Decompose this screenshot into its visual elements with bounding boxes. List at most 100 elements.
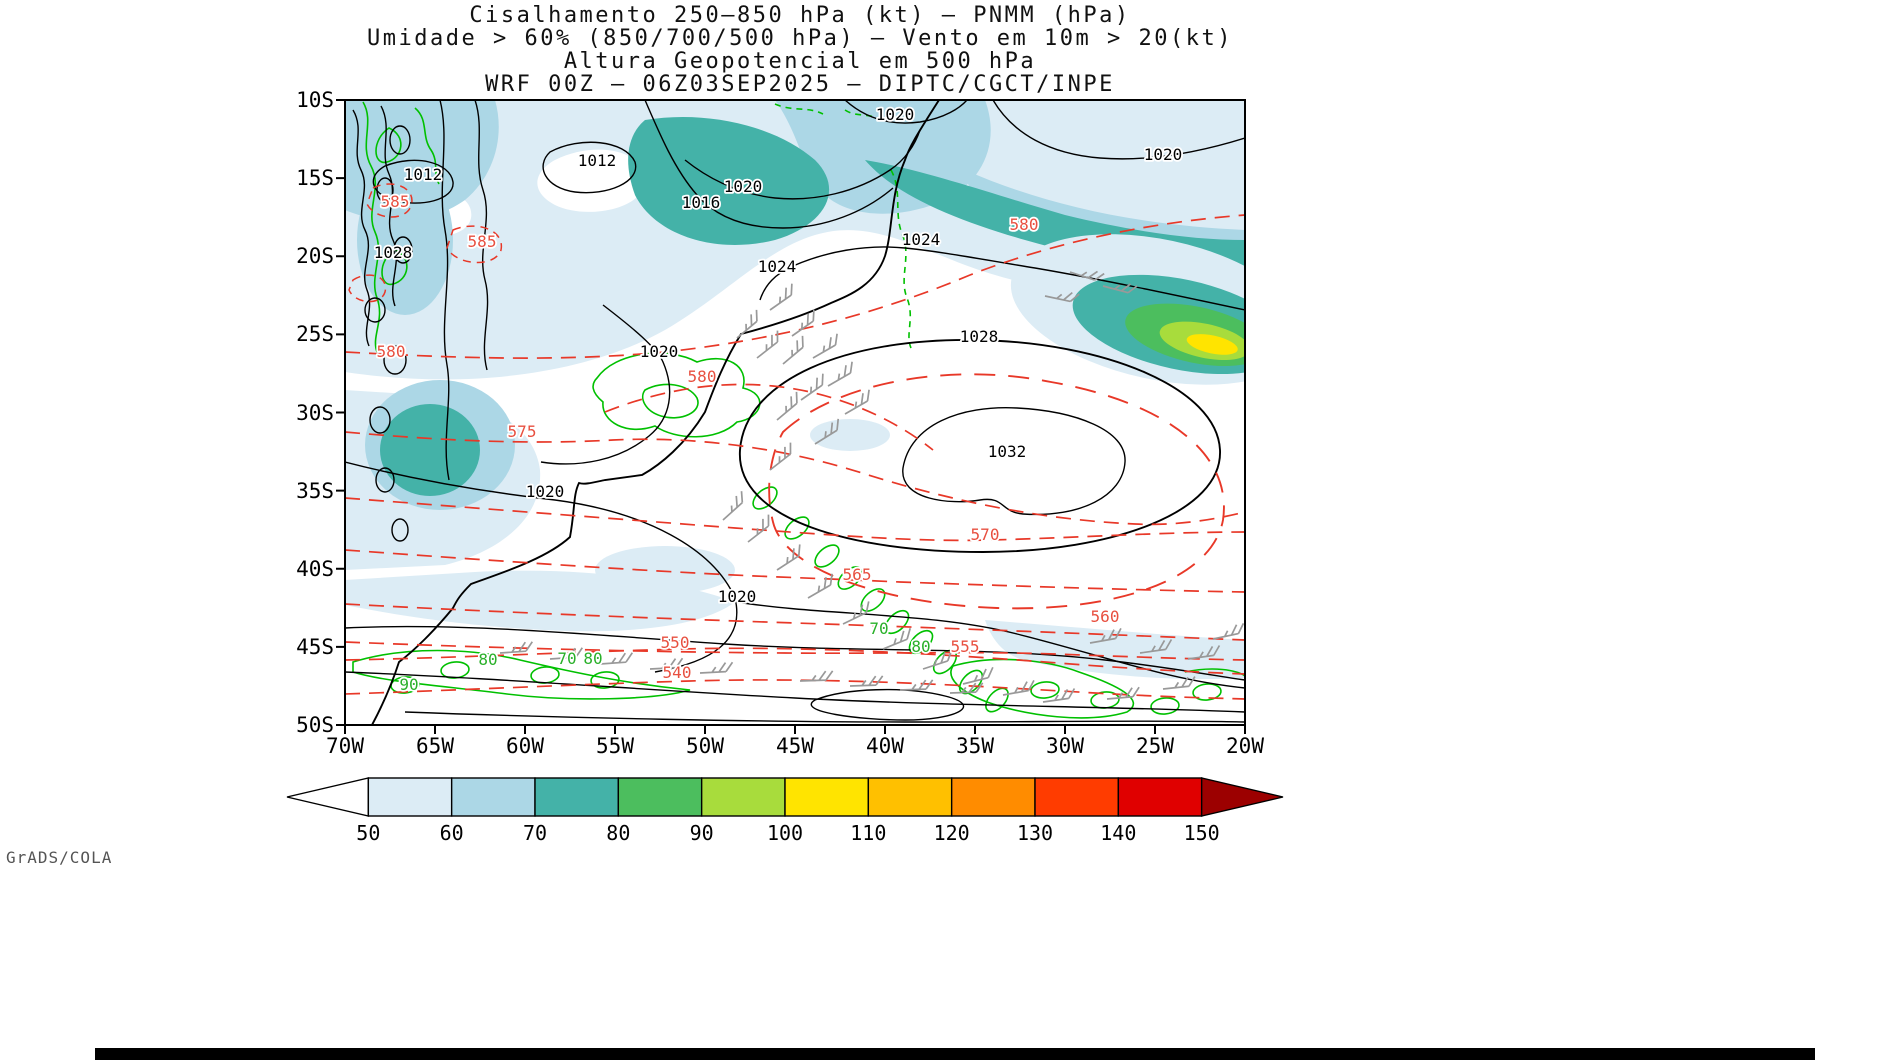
shading-region bbox=[595, 546, 735, 594]
colorbar-segment bbox=[1034, 777, 1120, 817]
humidity-loop bbox=[1192, 683, 1222, 701]
colorbar-tick-label: 50 bbox=[356, 821, 380, 845]
pressure-path bbox=[364, 297, 386, 323]
contour-label: 580 bbox=[688, 367, 717, 386]
humidity-path bbox=[362, 101, 381, 353]
geo-570 bbox=[345, 497, 1245, 542]
colorbar-segment bbox=[617, 777, 703, 817]
humidity-loop bbox=[908, 629, 934, 655]
geo-565 bbox=[345, 549, 1245, 593]
grads-credit: GrADS/COLA bbox=[6, 848, 113, 867]
lat-tick-label: 30S bbox=[296, 400, 334, 425]
coastline bbox=[371, 100, 940, 725]
lat-tick-label: 25S bbox=[296, 322, 334, 347]
wind-barb bbox=[1187, 645, 1221, 660]
geo-585 bbox=[446, 225, 502, 264]
chart-title-line-4: WRF 00Z — 06Z03SEP2025 — DIPTC/CGCT/INPE bbox=[485, 72, 1115, 97]
colorbar-segment bbox=[700, 777, 786, 817]
pressure-path bbox=[380, 105, 398, 307]
wind-barb bbox=[1002, 680, 1035, 696]
contour-label: 565 bbox=[843, 565, 872, 584]
lon-tick-label: 45W bbox=[776, 734, 814, 758]
isobar-1020 bbox=[844, 100, 968, 124]
isobar-1032-high bbox=[902, 407, 1126, 516]
humidity-loop bbox=[784, 516, 810, 540]
contour-label: 585 bbox=[468, 232, 497, 251]
isobar-low bbox=[810, 688, 965, 721]
isobar-1012 bbox=[542, 141, 637, 194]
lon-tick-label: 55W bbox=[596, 734, 634, 758]
pressure-path bbox=[352, 109, 371, 347]
geo-540 bbox=[345, 679, 1245, 700]
wind-barb bbox=[962, 666, 994, 685]
wind-barb bbox=[776, 391, 798, 421]
contour-label: 1016 bbox=[682, 193, 721, 212]
contour-label: 1028 bbox=[960, 327, 999, 346]
lon-tick-label: 40W bbox=[866, 734, 904, 758]
isobar-south bbox=[345, 625, 1245, 681]
colorbar-tick-label: 90 bbox=[690, 821, 714, 845]
humidity-path bbox=[774, 103, 880, 121]
contour-label: 80 bbox=[583, 649, 602, 668]
contour-label: 80 bbox=[478, 650, 497, 669]
wind-barb bbox=[747, 514, 770, 543]
humidity-loop bbox=[752, 486, 778, 510]
isobar-1020 bbox=[345, 461, 738, 673]
colorbar-segment bbox=[534, 777, 620, 817]
humidity-path bbox=[352, 649, 691, 700]
humidity-path bbox=[414, 107, 440, 185]
wind-barb bbox=[499, 641, 533, 654]
geo-580 bbox=[604, 383, 934, 451]
contour-label: 550 bbox=[661, 633, 690, 652]
lon-tick-label: 60W bbox=[506, 734, 544, 758]
geo-575 bbox=[345, 431, 1245, 526]
wind-barb bbox=[649, 657, 684, 670]
lat-tick-label: 40S bbox=[296, 556, 334, 581]
lat-tick-label: 45S bbox=[296, 634, 334, 659]
humidity-loop bbox=[985, 687, 1009, 713]
contour-label: 1020 bbox=[876, 105, 915, 124]
wind-barb bbox=[776, 544, 801, 571]
wind-barb bbox=[949, 682, 984, 694]
wind-barb bbox=[782, 335, 804, 365]
shading-region bbox=[628, 116, 830, 245]
humidity-loop bbox=[1150, 697, 1180, 715]
chart-title-line-1: Cisalhamento 250—850 hPa (kt) — PNMM (hP… bbox=[469, 3, 1131, 28]
pressure-path bbox=[391, 518, 409, 542]
humidity-path bbox=[641, 383, 699, 419]
contour-label: 580 bbox=[1010, 215, 1039, 234]
humidity-contours bbox=[352, 101, 1245, 719]
pressure-path bbox=[474, 100, 489, 371]
contour-label: 540 bbox=[663, 663, 692, 682]
lon-tick-label: 35W bbox=[956, 734, 994, 758]
contour-label: 1032 bbox=[988, 442, 1027, 461]
lat-tick-label: 50S bbox=[296, 713, 334, 737]
contour-label: 585 bbox=[381, 192, 410, 211]
contour-label: 1020 bbox=[526, 482, 565, 501]
contour-label: 570 bbox=[971, 525, 1000, 544]
colorbar-segment bbox=[867, 777, 953, 817]
colorbar-tick-label: 140 bbox=[1100, 821, 1136, 845]
wind-barb bbox=[800, 373, 824, 401]
isobar-1028-high bbox=[739, 339, 1221, 553]
contour-label: 575 bbox=[508, 422, 537, 441]
colorbar-tick-label: 70 bbox=[523, 821, 547, 845]
geo-585 bbox=[366, 183, 413, 218]
lon-tick-label: 30W bbox=[1046, 734, 1084, 758]
geo-555 bbox=[345, 641, 1245, 661]
isobar-1020 bbox=[540, 304, 671, 465]
chart-title-line-2: Umidade > 60% (850/700/500 hPa) — Vento … bbox=[367, 26, 1233, 51]
contour-label: 80 bbox=[911, 637, 930, 656]
colorbar-tick-label: 60 bbox=[440, 821, 464, 845]
geopotential-contours bbox=[345, 183, 1245, 700]
chart-title-line-3: Altura Geopotencial em 500 hPa bbox=[563, 49, 1037, 74]
isobar-south bbox=[345, 671, 1245, 713]
isobar-south bbox=[404, 711, 1245, 723]
lon-tick-label: 20W bbox=[1226, 734, 1264, 758]
contour-label: 1012 bbox=[578, 151, 617, 170]
isobar-1020 bbox=[992, 100, 1245, 160]
wind-barb bbox=[769, 283, 793, 311]
wind-barb bbox=[849, 675, 884, 687]
contour-label: 1020 bbox=[640, 342, 679, 361]
pressure-path bbox=[439, 100, 450, 481]
